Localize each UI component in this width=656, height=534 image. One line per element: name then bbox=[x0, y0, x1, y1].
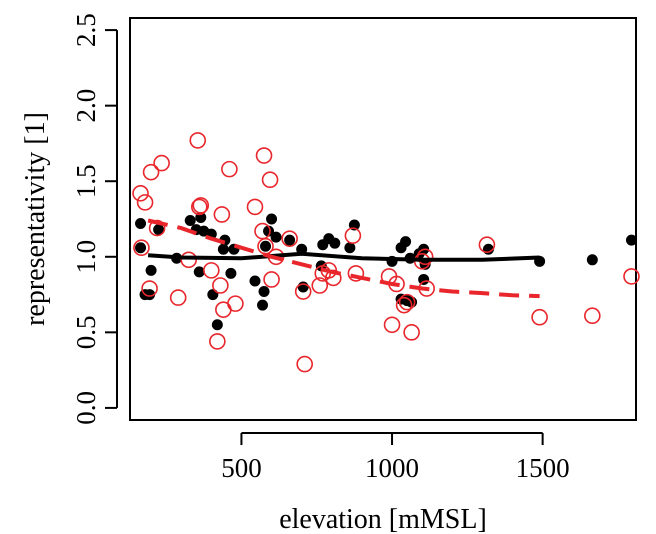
point-open bbox=[221, 160, 238, 178]
data-points bbox=[132, 132, 640, 373]
trend-lines bbox=[147, 218, 540, 299]
point-filled bbox=[145, 264, 157, 276]
point-open bbox=[180, 251, 198, 269]
point-filled bbox=[225, 267, 237, 279]
trend-line-dashed bbox=[147, 218, 540, 299]
point-filled bbox=[344, 242, 356, 254]
point-open bbox=[584, 307, 601, 325]
point-open bbox=[403, 324, 420, 341]
point-filled bbox=[418, 273, 430, 285]
plot-frame bbox=[129, 17, 637, 421]
point-filled bbox=[217, 243, 229, 255]
x-tick-label: 1000 bbox=[365, 453, 419, 483]
point-open bbox=[255, 147, 273, 164]
point-open bbox=[227, 295, 244, 312]
point-filled bbox=[184, 215, 196, 227]
point-open bbox=[192, 197, 210, 214]
point-filled bbox=[270, 231, 282, 243]
point-open bbox=[383, 316, 401, 334]
point-filled bbox=[258, 286, 270, 298]
point-filled bbox=[193, 266, 205, 278]
point-open bbox=[398, 293, 416, 311]
point-open bbox=[478, 236, 496, 253]
point-open bbox=[263, 271, 280, 288]
y-tick-label: 1.0 bbox=[71, 240, 101, 274]
y-tick-label: 1.5 bbox=[71, 164, 101, 198]
point-open bbox=[142, 163, 160, 181]
point-open bbox=[623, 268, 640, 285]
point-open bbox=[246, 198, 264, 216]
point-filled bbox=[266, 213, 278, 225]
point-open bbox=[203, 262, 220, 279]
point-filled bbox=[625, 234, 637, 246]
y-axis-title: representativity [1] bbox=[20, 112, 51, 326]
point-open bbox=[209, 333, 226, 350]
point-open bbox=[136, 194, 154, 211]
y-tick-label: 0.0 bbox=[71, 391, 101, 425]
point-open bbox=[212, 277, 229, 294]
point-filled bbox=[260, 240, 272, 252]
point-filled bbox=[135, 218, 147, 230]
point-open bbox=[153, 154, 170, 172]
point-filled bbox=[400, 236, 412, 248]
x-tick-label: 500 bbox=[221, 453, 262, 483]
point-filled bbox=[249, 275, 261, 287]
point-open bbox=[296, 355, 313, 373]
point-open bbox=[395, 296, 413, 314]
point-open bbox=[133, 239, 150, 257]
point-open bbox=[141, 280, 158, 297]
point-filled bbox=[284, 234, 296, 246]
trend-line-solid bbox=[147, 251, 540, 262]
point-open bbox=[294, 283, 312, 300]
point-filled bbox=[211, 319, 223, 331]
point-open bbox=[213, 206, 231, 223]
point-open bbox=[344, 227, 362, 244]
point-filled bbox=[329, 237, 341, 249]
x-axis-title: elevation [mMSL] bbox=[279, 504, 487, 534]
point-filled bbox=[586, 254, 598, 266]
point-open bbox=[281, 230, 298, 247]
point-open bbox=[347, 265, 365, 282]
x-tick-label: 1500 bbox=[516, 453, 570, 483]
point-open bbox=[531, 308, 548, 326]
point-open bbox=[261, 171, 279, 189]
y-tick-label: 2.5 bbox=[71, 13, 101, 47]
point-open bbox=[189, 132, 207, 149]
y-tick-label: 2.0 bbox=[71, 89, 101, 123]
point-filled bbox=[135, 242, 147, 254]
point-open bbox=[132, 185, 149, 202]
x-axis: 500 1000 1500 bbox=[221, 432, 570, 483]
point-open bbox=[311, 277, 329, 294]
point-open bbox=[169, 289, 187, 306]
y-tick-label: 0.5 bbox=[71, 315, 101, 349]
point-open bbox=[416, 248, 434, 266]
y-axis: 0.0 0.5 1.0 1.5 2.0 2.5 bbox=[71, 13, 118, 425]
point-filled bbox=[257, 299, 269, 311]
point-open bbox=[190, 198, 208, 216]
